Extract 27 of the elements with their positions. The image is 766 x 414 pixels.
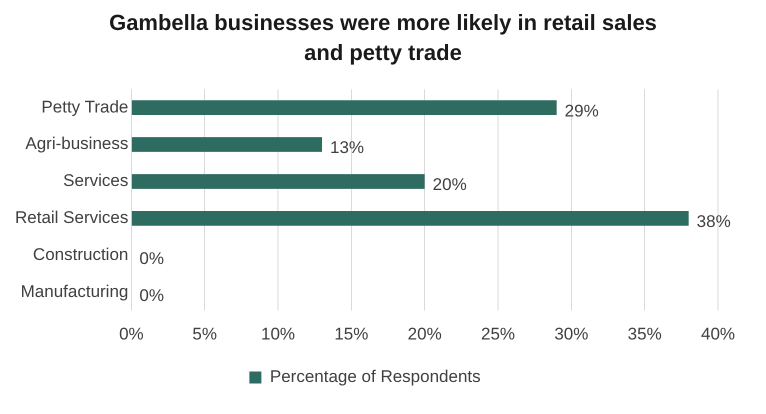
y-tick-label: Petty Trade <box>41 97 128 116</box>
x-tick-label: 40% <box>700 324 736 344</box>
data-label: 29% <box>564 101 599 120</box>
legend-label: Percentage of Respondents <box>270 367 481 386</box>
data-label: 0% <box>139 286 164 305</box>
data-label: 38% <box>696 212 731 232</box>
x-tick-label: 15% <box>334 324 368 344</box>
x-tick-label: 20% <box>408 324 442 344</box>
x-tick-label: 25% <box>481 324 516 344</box>
bar <box>132 137 322 152</box>
y-tick-label: Agri-business <box>25 134 128 154</box>
y-tick-label: Manufacturing <box>20 282 128 301</box>
x-tick-label: 35% <box>628 324 662 344</box>
y-tick-label: Services <box>63 171 128 190</box>
x-tick-label: 30% <box>554 324 588 344</box>
data-label: 13% <box>330 138 364 158</box>
y-tick-label: Construction <box>32 244 128 264</box>
bar <box>132 100 557 116</box>
x-tick-label: 5% <box>192 324 217 344</box>
chart-title: Gambella businesses were more likely in retail sales and petty trade <box>108 9 658 67</box>
data-label: 20% <box>432 175 467 194</box>
x-tick-label: 0% <box>119 324 144 344</box>
bar <box>132 210 689 226</box>
data-label: 0% <box>139 248 164 268</box>
y-tick-label: Retail Services <box>14 208 128 228</box>
bar <box>132 174 425 189</box>
x-tick-label: 10% <box>261 324 296 344</box>
